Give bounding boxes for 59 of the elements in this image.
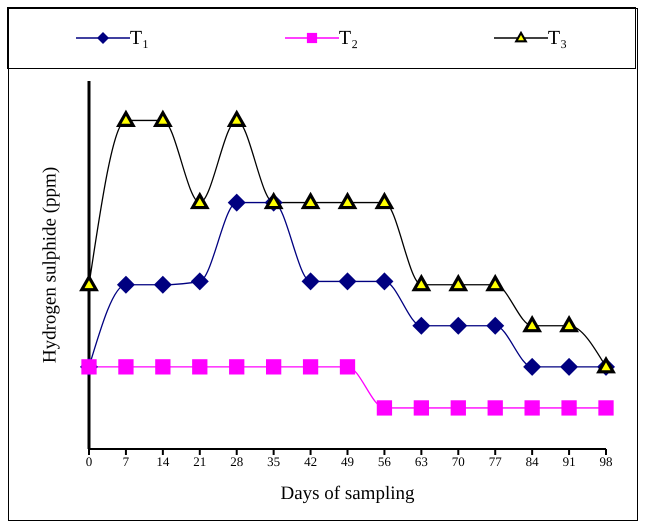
- point: [229, 359, 244, 375]
- point: [191, 193, 209, 210]
- legend-label: T₂: [338, 26, 358, 50]
- x-tick-label: 84: [526, 454, 540, 470]
- point: [340, 359, 356, 375]
- point: [376, 193, 394, 210]
- point: [266, 359, 282, 375]
- x-tick-label: 98: [600, 454, 612, 470]
- point: [376, 400, 392, 416]
- point: [523, 358, 542, 376]
- x-tick-label: 0: [86, 454, 92, 470]
- point: [154, 111, 172, 127]
- point: [450, 400, 466, 416]
- x-tick-label: 42: [304, 454, 318, 470]
- point: [561, 400, 577, 416]
- point: [190, 272, 209, 290]
- x-tick-label: 14: [156, 454, 170, 470]
- point: [412, 316, 430, 335]
- point: [228, 194, 246, 212]
- point: [486, 275, 504, 292]
- legend-label: T₃: [548, 26, 568, 50]
- x-tick-label: 63: [414, 454, 428, 470]
- point: [598, 400, 614, 416]
- point: [524, 400, 540, 416]
- x-axis-title: Days of sampling: [280, 483, 416, 504]
- x-tick-label: 77: [488, 454, 502, 470]
- point: [116, 276, 135, 294]
- point: [117, 111, 135, 127]
- x-tick-label: 56: [378, 454, 392, 470]
- point: [412, 275, 430, 292]
- x-tick-label: 28: [230, 454, 244, 470]
- point: [154, 276, 172, 294]
- point: [118, 359, 134, 375]
- point: [338, 193, 356, 210]
- point: [80, 275, 98, 292]
- x-tick-label: 49: [341, 454, 354, 470]
- point: [302, 359, 318, 375]
- x-tick-label: 91: [562, 454, 576, 470]
- point: [523, 316, 541, 332]
- point: [450, 275, 468, 292]
- point: [192, 359, 208, 375]
- point: [560, 316, 578, 332]
- x-tick-label: 35: [267, 454, 280, 470]
- point: [560, 358, 578, 376]
- y-axis-title: Hydrogen sulphide (ppm): [40, 166, 61, 364]
- point: [302, 272, 320, 290]
- point: [375, 272, 394, 290]
- point: [338, 272, 356, 290]
- point: [302, 193, 320, 210]
- point: [414, 400, 430, 416]
- x-tick-label: 21: [193, 454, 206, 470]
- legend-label: T₁: [130, 26, 150, 50]
- point: [486, 316, 504, 335]
- x-tick-label: 7: [122, 454, 130, 470]
- point: [228, 111, 246, 127]
- point: [155, 359, 171, 375]
- point: [488, 400, 503, 416]
- x-tick-label: 70: [452, 454, 465, 470]
- point: [449, 316, 468, 335]
